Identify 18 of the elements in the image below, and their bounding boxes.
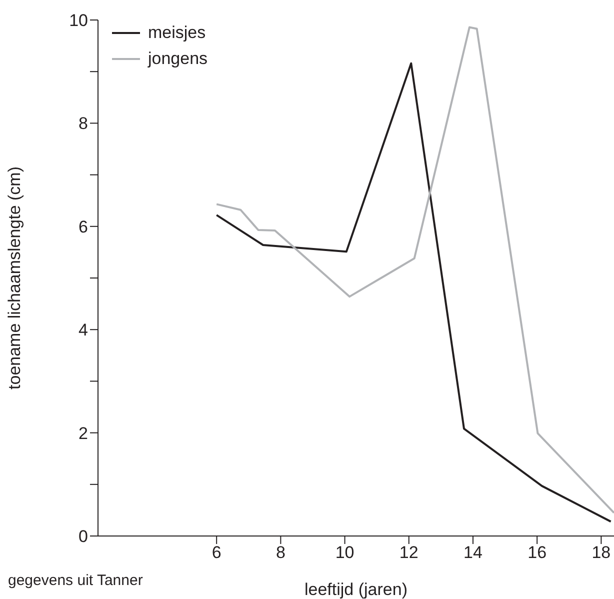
x-tick-label: 18	[592, 543, 611, 562]
x-tick-label: 16	[528, 543, 547, 562]
y-tick-label: 6	[78, 217, 88, 236]
x-tick-label: 6	[212, 543, 222, 562]
y-tick-label: 4	[78, 320, 88, 340]
x-tick-label: 12	[399, 543, 418, 562]
x-tick-label: 14	[464, 543, 482, 562]
y-tick-label: 10	[69, 11, 88, 30]
x-tick-label: 8	[276, 543, 286, 562]
y-axis-title: toename lichaamslengte (cm)	[5, 166, 24, 390]
text: gegevens uit Tanner	[8, 572, 143, 589]
y-tick-label: 2	[78, 424, 88, 443]
y-tick-label: 8	[78, 114, 88, 134]
legend-label: meisjes	[148, 22, 206, 44]
y-tick-label: 0	[78, 527, 88, 546]
x-axis-title: leeftijd (jaren)	[304, 580, 408, 599]
x-tick-label: 10	[335, 543, 354, 562]
legend-label: jongens	[148, 48, 208, 70]
